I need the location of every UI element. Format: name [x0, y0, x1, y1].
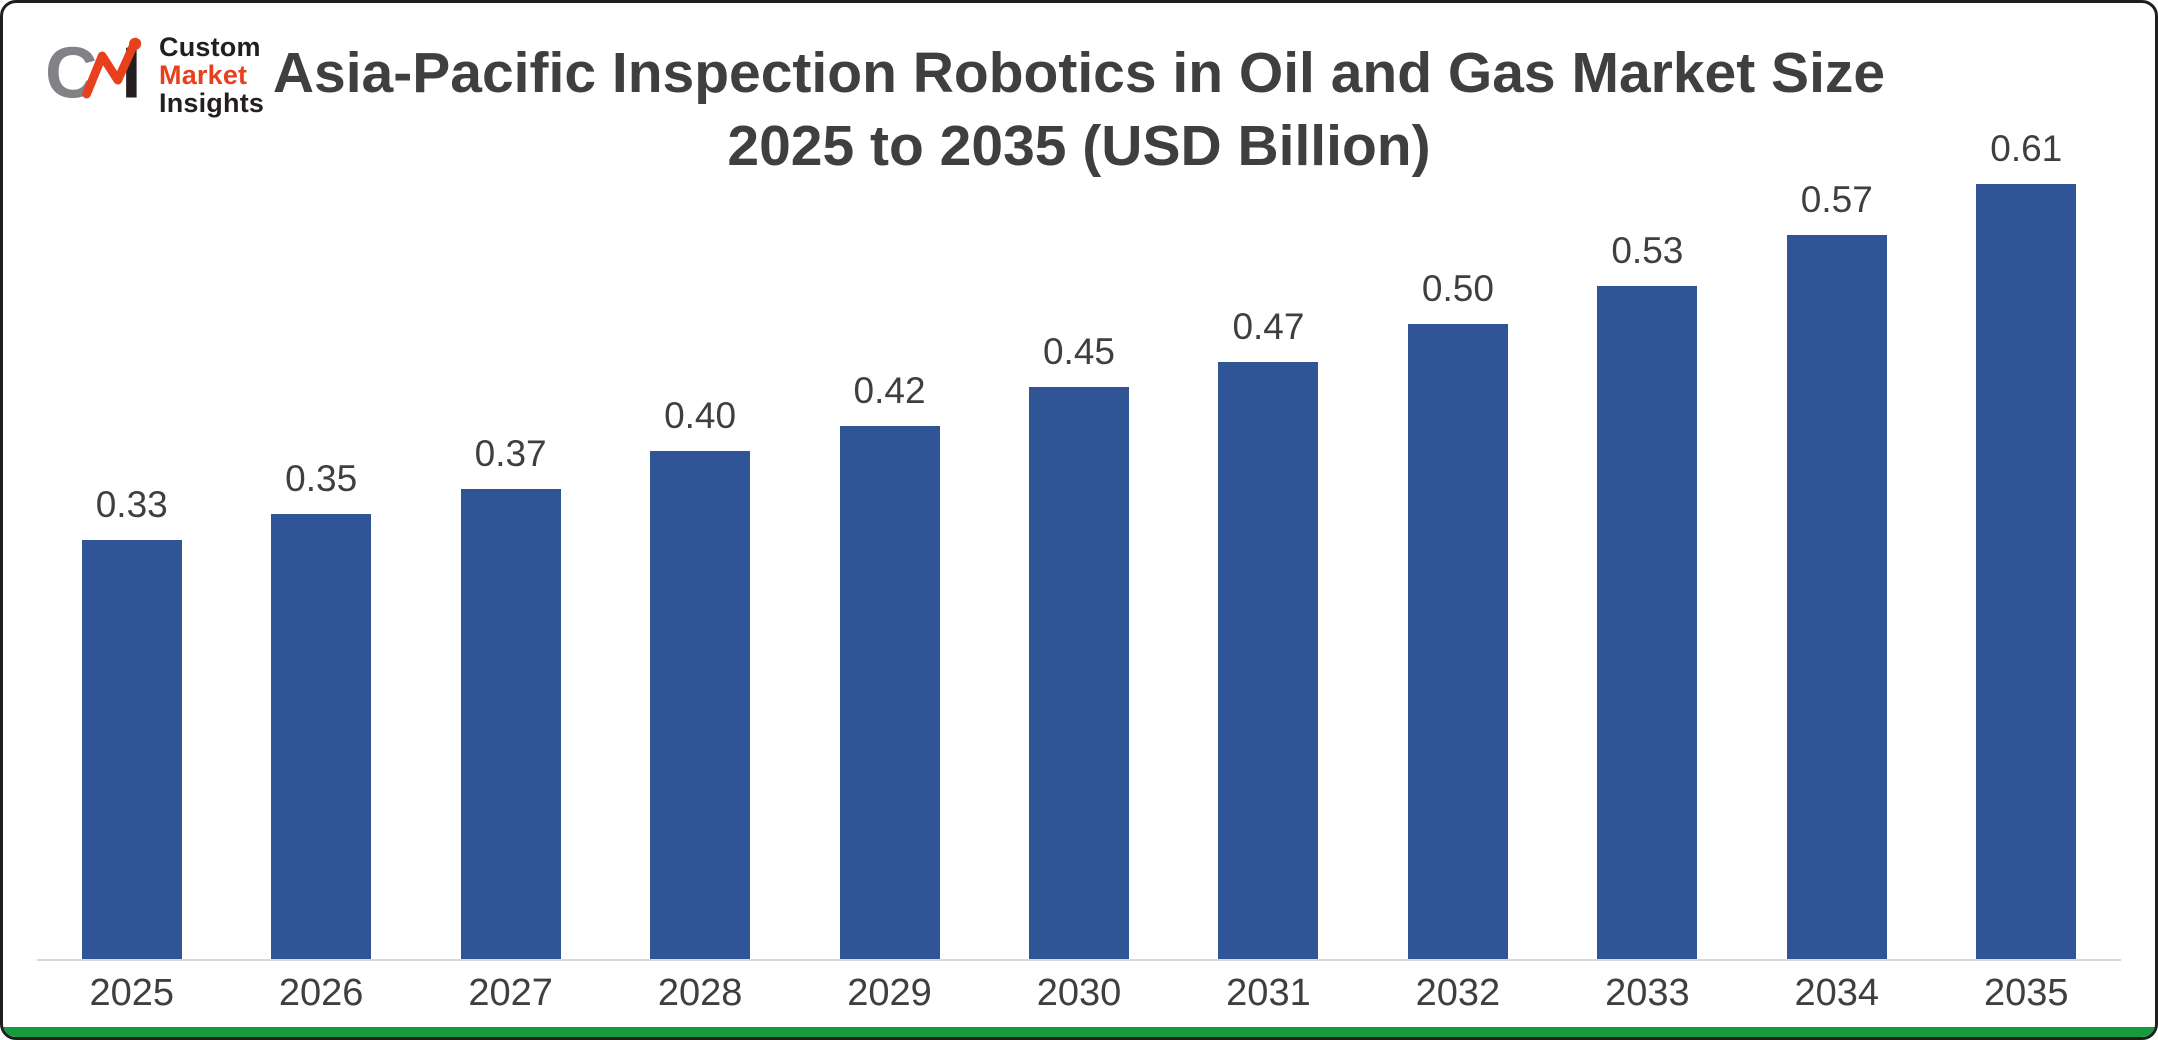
bar-value-label: 0.50 [1421, 268, 1494, 309]
bar-column: 0.57 [1742, 179, 1931, 959]
svg-text:C: C [45, 33, 98, 114]
bar [1976, 184, 2077, 959]
bar-value-label: 0.35 [285, 458, 358, 499]
bars-row: 0.33 0.35 0.37 0.40 0.42 0.45 0.47 0.50 0.53 0.57… [37, 107, 2121, 961]
bar-column: 0.42 [795, 370, 984, 959]
bar-column: 0.53 [1553, 230, 1742, 959]
bottom-green-strip [3, 1027, 2155, 1037]
bar [1028, 387, 1129, 959]
bar [1786, 235, 1887, 959]
x-tick-label: 2031 [1226, 971, 1311, 1014]
x-tick-label: 2030 [1036, 971, 1122, 1014]
bar-value-label: 0.45 [1042, 331, 1115, 372]
bar-column: 0.35 [226, 458, 415, 959]
chart-title: Asia-Pacific Inspection Robotics in Oil … [3, 37, 2155, 183]
bar-column: 0.40 [605, 395, 794, 959]
bar [1407, 324, 1508, 959]
bar [81, 540, 182, 959]
x-tick-label: 2025 [89, 971, 174, 1014]
plot-area: 0.33 0.35 0.37 0.40 0.42 0.45 0.47 0.50 0.53 0.57… [37, 107, 2121, 1025]
bar-value-label: 0.33 [95, 484, 168, 525]
ticks-row: 2025 2026 2027 2028 2029 2030 2031 2032 2033 2034… [37, 961, 2121, 1025]
x-tick-label: 2032 [1415, 971, 1501, 1014]
bar-column: 0.45 [984, 331, 1173, 959]
bar-value-label: 0.42 [853, 370, 926, 411]
bar-column: 0.61 [1932, 128, 2121, 959]
bar [1597, 286, 1698, 959]
bar-value-label: 0.61 [1990, 128, 2063, 169]
logo-word-insights: Insights [159, 88, 265, 119]
x-tick-label: 2027 [468, 971, 553, 1014]
cmi-logo: C I Custom Market Insights [45, 33, 264, 117]
bar-value-label: 0.47 [1232, 306, 1305, 347]
bar-value-label: 0.40 [664, 395, 737, 436]
logo-word-market: Market [159, 60, 248, 91]
x-tick-label: 2029 [847, 971, 932, 1014]
bar-value-label: 0.37 [474, 433, 547, 474]
x-tick-label: 2035 [1983, 971, 2069, 1014]
x-tick-label: 2034 [1794, 971, 1880, 1014]
x-tick-label: 2026 [278, 971, 364, 1014]
bar-column: 0.33 [37, 484, 226, 959]
bar-column: 0.37 [416, 433, 605, 959]
cmi-logo-mark-icon: C I [45, 33, 142, 114]
x-tick-label: 2033 [1605, 971, 1690, 1014]
bar-column: 0.47 [1174, 306, 1363, 959]
bar-column: 0.50 [1363, 268, 1552, 959]
logo-word-custom: Custom [159, 32, 261, 62]
bar-value-label: 0.53 [1611, 230, 1684, 271]
bar [650, 451, 751, 959]
bar [1218, 362, 1319, 959]
chart-title-line2: 2025 to 2035 (USD Billion) [727, 113, 1431, 178]
chart-title-line1: Asia-Pacific Inspection Robotics in Oil … [272, 41, 1886, 105]
bar [271, 514, 372, 959]
cmi-logo-wordmark: Custom Market Insights [159, 33, 264, 117]
bar-value-label: 0.57 [1800, 179, 1873, 220]
x-tick-label: 2028 [657, 971, 743, 1014]
bar [839, 426, 940, 959]
bar [460, 489, 561, 959]
